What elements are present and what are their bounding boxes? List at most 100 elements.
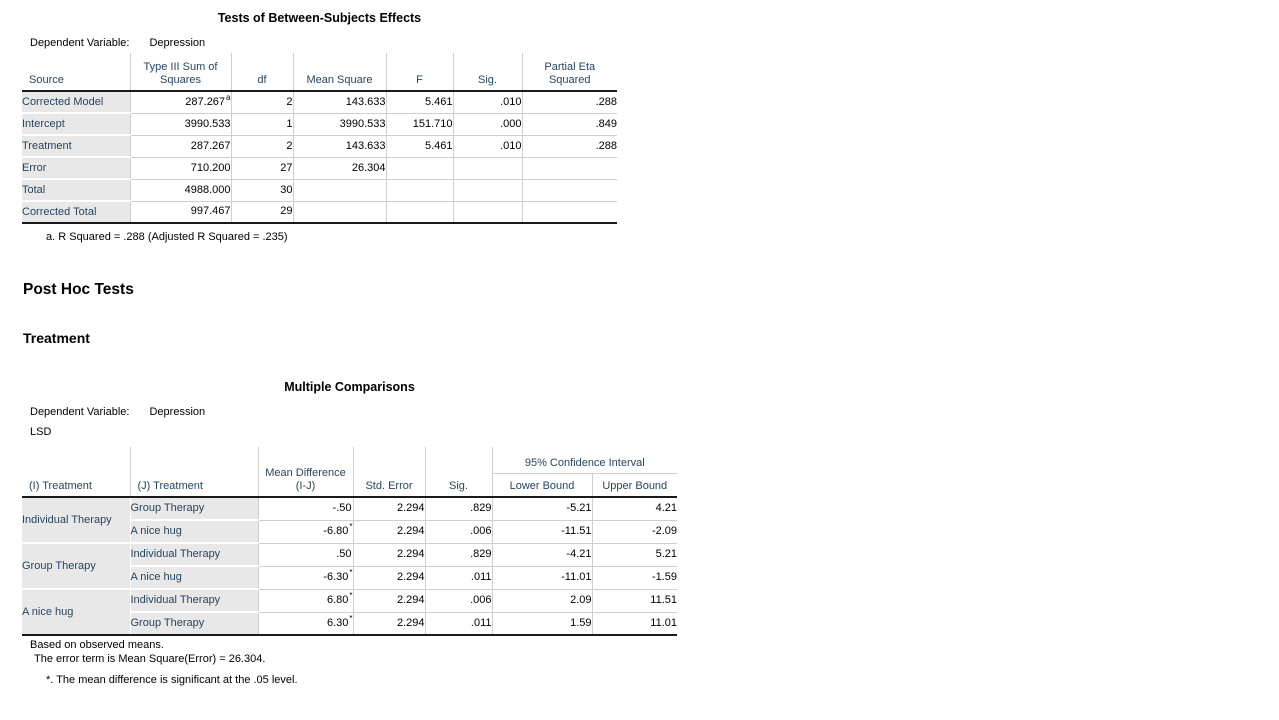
cell-upper-bound: 4.21	[591, 497, 678, 520]
cell-ss: 710.200	[129, 156, 231, 179]
cell-ms: 143.633	[292, 91, 386, 113]
cell-ss: 3990.533	[129, 112, 231, 135]
column-header-sig: Sig.	[452, 53, 522, 92]
cell-eta: .288	[521, 91, 617, 113]
cell-lower-bound: -11.51	[491, 519, 592, 543]
cell-mean-diff: -6.80*	[257, 519, 353, 543]
row-label-j: Individual Therapy	[129, 588, 258, 612]
cell-f	[385, 200, 453, 223]
cell-ss: 997.467	[129, 200, 231, 223]
table-row: Corrected Total 997.467 29	[22, 200, 617, 223]
cell-sig	[452, 156, 522, 179]
mc-caption: Dependent Variable: Depression	[30, 406, 205, 418]
table-row: Individual Therapy Group Therapy -.50 2.…	[22, 497, 678, 543]
cell-sig: .010	[452, 91, 522, 113]
mc-header-row-1: (I) Treatment (J) Treatment Mean Differe…	[22, 447, 678, 498]
row-label-i: Individual Therapy	[22, 497, 130, 543]
table-row: A nice hug Individual Therapy 6.80* 2.29…	[22, 588, 678, 635]
column-header-mean-square: Mean Square	[292, 53, 386, 92]
cell-mean-diff: 6.30*	[257, 611, 353, 635]
cell-sig: .000	[452, 112, 522, 135]
column-header-lower-bound: Lower Bound	[491, 473, 592, 498]
cell-sig: .011	[424, 565, 492, 589]
cell-df: 2	[230, 91, 293, 113]
significance-marker: *	[349, 568, 353, 578]
row-label-j: Individual Therapy	[129, 542, 258, 566]
table-row: Intercept 3990.533 1 3990.533 151.710 .0…	[22, 112, 617, 135]
cell-eta	[521, 156, 617, 179]
significance-marker: *	[349, 591, 353, 601]
cell-f	[385, 178, 453, 201]
mc-footnote-significance: *. The mean difference is significant at…	[46, 674, 298, 686]
cell-sig: .006	[424, 588, 492, 612]
table-row: Group Therapy Individual Therapy .50 2.2…	[22, 542, 678, 589]
row-label-i: A nice hug	[22, 588, 130, 635]
anova-table[interactable]: Source Type III Sum of Squares df Mean S…	[22, 53, 617, 224]
cell-df: 1	[230, 112, 293, 135]
cell-sig: .011	[424, 611, 492, 635]
column-header-sig: Sig.	[424, 447, 492, 498]
cell-f: 5.461	[385, 91, 453, 113]
row-label: Treatment	[22, 134, 130, 157]
footnote-marker: a	[226, 93, 231, 103]
cell-sig: .006	[424, 519, 492, 543]
cell-eta: .849	[521, 112, 617, 135]
cell-sig	[452, 178, 522, 201]
cell-std-error: 2.294	[352, 519, 425, 543]
cell-ms	[292, 200, 386, 223]
cell-mean-diff: .50	[257, 542, 353, 566]
cell-f: 5.461	[385, 134, 453, 157]
column-header-j-treatment: (J) Treatment	[129, 447, 258, 498]
cell-eta	[521, 178, 617, 201]
cell-eta	[521, 200, 617, 223]
row-label-j: A nice hug	[129, 519, 258, 543]
row-label: Total	[22, 178, 130, 201]
multiple-comparisons-table[interactable]: (I) Treatment (J) Treatment Mean Differe…	[22, 447, 678, 636]
table-row: A nice hug -6.30* 2.294 .011 -11.01 -1.5…	[22, 565, 678, 589]
mc-method-label: LSD	[30, 426, 52, 438]
anova-footnote: a. R Squared = .288 (Adjusted R Squared …	[46, 231, 288, 243]
multiple-comparisons-title: Multiple Comparisons	[284, 380, 415, 394]
cell-f	[385, 156, 453, 179]
table-row: A nice hug -6.80* 2.294 .006 -11.51 -2.0…	[22, 519, 678, 543]
cell-upper-bound: 5.21	[591, 542, 678, 566]
significance-marker: *	[349, 522, 353, 532]
row-label: Corrected Total	[22, 200, 130, 223]
column-header-df: df	[230, 53, 293, 92]
anova-header-row: Source Type III Sum of Squares df Mean S…	[22, 53, 617, 92]
mc-footnote-observed-means: Based on observed means.	[30, 639, 164, 651]
treatment-heading: Treatment	[23, 330, 90, 346]
column-header-partial-eta: Partial Eta Squared	[521, 53, 617, 92]
cell-lower-bound: -4.21	[491, 542, 592, 566]
table-row: Total 4988.000 30	[22, 178, 617, 201]
cell-std-error: 2.294	[352, 497, 425, 520]
row-label-j: Group Therapy	[129, 497, 258, 520]
column-header-confidence-interval: 95% Confidence Interval	[491, 447, 678, 474]
cell-mean-diff: -.50	[257, 497, 353, 520]
cell-ms: 3990.533	[292, 112, 386, 135]
cell-std-error: 2.294	[352, 565, 425, 589]
cell-ms	[292, 178, 386, 201]
cell-sig: .829	[424, 497, 492, 520]
cell-ms: 143.633	[292, 134, 386, 157]
column-header-i-treatment: (I) Treatment	[22, 447, 130, 498]
dependent-variable-value: Depression	[149, 406, 206, 418]
table-row: Error 710.200 27 26.304	[22, 156, 617, 179]
column-header-f: F	[385, 53, 453, 92]
cell-df: 29	[230, 200, 293, 223]
dependent-variable-value: Depression	[149, 37, 206, 49]
cell-ss: 287.267a	[129, 91, 231, 113]
cell-std-error: 2.294	[352, 611, 425, 635]
cell-sig: .829	[424, 542, 492, 566]
table-row: Corrected Model 287.267a 2 143.633 5.461…	[22, 91, 617, 113]
anova-title: Tests of Between-Subjects Effects	[217, 11, 422, 25]
row-label-i: Group Therapy	[22, 542, 130, 589]
cell-std-error: 2.294	[352, 588, 425, 612]
column-header-upper-bound: Upper Bound	[591, 473, 678, 498]
cell-lower-bound: -11.01	[491, 565, 592, 589]
row-label: Error	[22, 156, 130, 179]
cell-upper-bound: -1.59	[591, 565, 678, 589]
column-header-std-error: Std. Error	[352, 447, 425, 498]
dependent-variable-label: Dependent Variable:	[30, 406, 130, 418]
cell-upper-bound: -2.09	[591, 519, 678, 543]
